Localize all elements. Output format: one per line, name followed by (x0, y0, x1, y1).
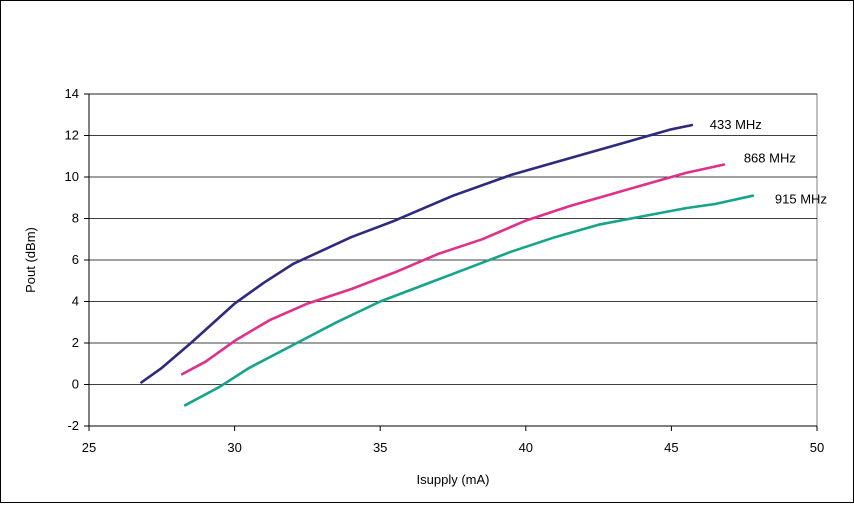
series-line (183, 194, 755, 407)
y-tick-label: 6 (72, 252, 79, 267)
y-tick-label: 10 (65, 169, 79, 184)
x-tick-label: 35 (373, 440, 387, 455)
x-tick-label: 25 (82, 440, 96, 455)
y-tick-label: 0 (72, 377, 79, 392)
x-tick-label: 30 (227, 440, 241, 455)
gridlines (89, 93, 817, 385)
series-label: 433 MHz (710, 117, 762, 132)
series-line (140, 123, 694, 384)
y-tick-label: 2 (72, 335, 79, 350)
axes (84, 93, 818, 431)
x-tick-label: 45 (664, 440, 678, 455)
x-tick-label: 40 (519, 440, 533, 455)
x-axis-label: Isupply (mA) (417, 472, 490, 487)
y-axis-label: Pout (dBm) (23, 227, 38, 293)
x-tick-label: 50 (810, 440, 824, 455)
tick-labels: -2 0 2 4 6 8 10 12 14 25 30 35 40 45 50 (65, 86, 825, 455)
series-line (180, 163, 726, 376)
series-label: 915 MHz (775, 192, 827, 207)
y-tick-label: 8 (72, 211, 79, 226)
series-labels: 433 MHz 868 MHz 915 MHz (710, 117, 827, 207)
y-tick-label: 12 (65, 128, 79, 143)
series-label: 868 MHz (744, 151, 796, 166)
y-tick-label: 4 (72, 294, 79, 309)
series-lines (140, 123, 755, 407)
y-tick-label: -2 (67, 418, 79, 433)
y-tick-label: 14 (65, 86, 79, 101)
